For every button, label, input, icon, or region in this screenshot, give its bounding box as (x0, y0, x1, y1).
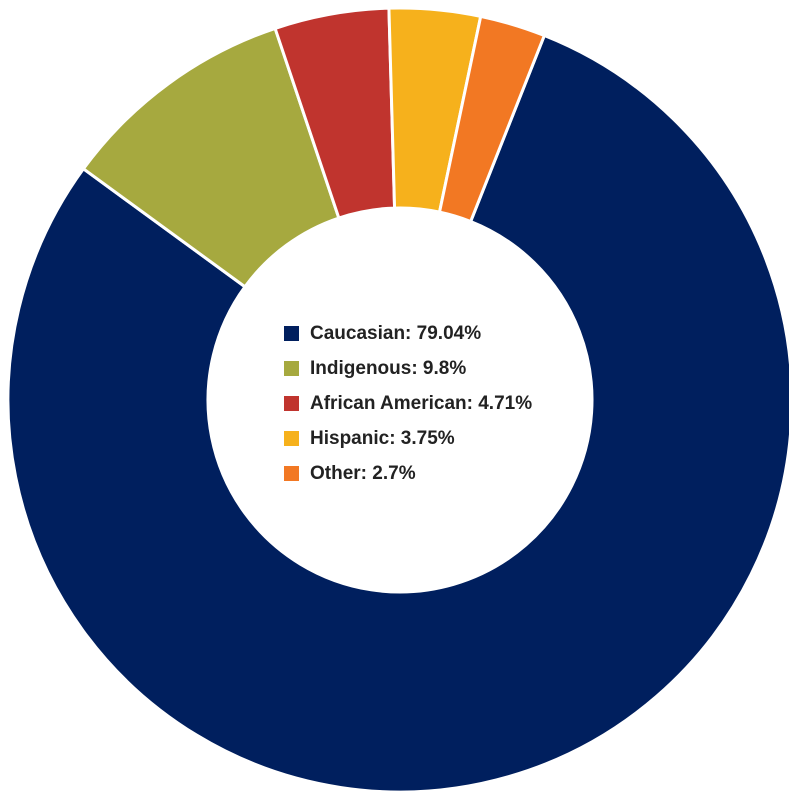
legend-item-other: Other: 2.7% (284, 456, 532, 491)
legend-swatch-caucasian (284, 326, 299, 341)
legend-label-african-american: African American: 4.71% (310, 392, 533, 414)
legend-item-indigenous: Indigenous: 9.8% (284, 351, 532, 386)
slice-caucasian (6, 34, 789, 793)
legend-swatch-african-american (284, 396, 299, 411)
legend-swatch-other (284, 466, 299, 481)
legend-label-indigenous: Indigenous: 9.8% (310, 357, 467, 379)
legend-item-caucasian: Caucasian: 79.04% (284, 316, 532, 351)
legend-item-hispanic: Hispanic: 3.75% (284, 421, 532, 456)
legend-swatch-indigenous (284, 361, 299, 376)
legend-swatch-hispanic (284, 431, 299, 446)
legend: Caucasian: 79.04% Indigenous: 9.8% Afric… (284, 316, 532, 491)
legend-label-other: Other: 2.7% (310, 462, 416, 484)
legend-item-african-american: African American: 4.71% (284, 386, 532, 421)
legend-label-hispanic: Hispanic: 3.75% (310, 427, 455, 449)
legend-label-caucasian: Caucasian: 79.04% (310, 322, 482, 344)
slice-other (438, 14, 546, 223)
